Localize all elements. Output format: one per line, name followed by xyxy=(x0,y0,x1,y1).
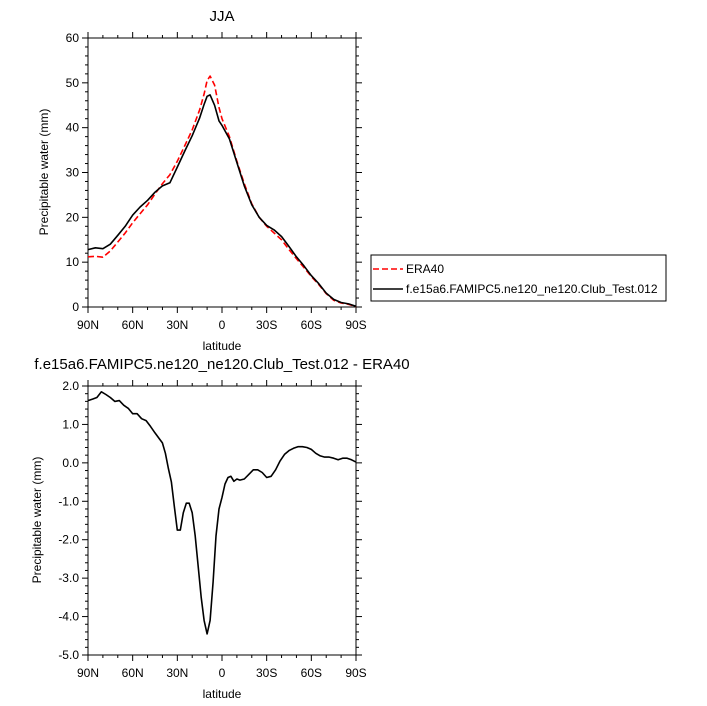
top-series-line-1 xyxy=(87,94,357,308)
legend-box xyxy=(370,254,667,302)
bottom-plot-frame xyxy=(87,385,357,656)
bottom-x-tick-label: 30S xyxy=(256,666,277,680)
top-chart-title: JJA xyxy=(209,8,234,25)
bottom-series-lines xyxy=(87,391,357,635)
legend-label-model: f.e15a6.FAMIPC5.ne120_ne120.Club_Test.01… xyxy=(406,282,658,296)
top-x-tick-label: 30S xyxy=(256,318,277,332)
bottom-y-tick-label: 0.0 xyxy=(62,456,79,470)
top-y-axis-label: Precipitable water (mm) xyxy=(37,109,51,236)
bottom-x-tick-label: 0 xyxy=(219,666,226,680)
bottom-series-line-0 xyxy=(87,391,357,635)
legend: ERA40 f.e15a6.FAMIPC5.ne120_ne120.Club_T… xyxy=(370,254,667,302)
top-y-tick-label: 20 xyxy=(66,210,80,224)
top-x-tick-label: 60S xyxy=(301,318,322,332)
top-axes: 90N 60N 30N 0 30S 60S 90S 0 10 20 30 40 50 60 xyxy=(66,31,367,332)
top-x-tick-label: 60N xyxy=(122,318,144,332)
bottom-x-tick-label: 90N xyxy=(77,666,99,680)
bottom-axes: 90N 60N 30N 0 30S 60S 90S 2.0 1.0 0.0 -1.0 -2.0 -3.0… xyxy=(58,379,366,680)
top-y-tick-label: 30 xyxy=(66,166,80,180)
bottom-x-tick-label: 30N xyxy=(166,666,188,680)
top-y-tick-label: 40 xyxy=(66,121,80,135)
bottom-x-tick-label: 60N xyxy=(122,666,144,680)
bottom-y-tick-label: -4.0 xyxy=(58,610,79,624)
top-x-tick-label: 90N xyxy=(77,318,99,332)
bottom-y-tick-label: -2.0 xyxy=(58,533,79,547)
top-x-axis-label: latitude xyxy=(203,339,242,353)
top-y-tick-label: 0 xyxy=(72,300,79,314)
bottom-y-tick-label: -5.0 xyxy=(58,648,79,662)
bottom-x-axis-label: latitude xyxy=(203,687,242,701)
top-series-line-0 xyxy=(87,75,357,308)
bottom-y-axis-label: Precipitable water (mm) xyxy=(30,457,44,584)
top-y-tick-label: 10 xyxy=(66,255,80,269)
top-plot-frame xyxy=(87,37,357,308)
top-panel: JJA 90N 60N 30N 0 30S 60S 90S 0 10 20 30 40 50 60 lat… xyxy=(37,8,367,353)
top-series-lines xyxy=(87,75,357,308)
bottom-y-tick-label: -1.0 xyxy=(58,494,79,508)
top-x-tick-label: 0 xyxy=(219,318,226,332)
top-y-tick-label: 50 xyxy=(66,76,80,90)
bottom-y-tick-label: -3.0 xyxy=(58,571,79,585)
bottom-y-tick-label: 2.0 xyxy=(62,379,79,393)
top-x-tick-label: 30N xyxy=(166,318,188,332)
top-x-tick-label: 90S xyxy=(345,318,366,332)
legend-label-era40: ERA40 xyxy=(406,262,444,276)
bottom-chart-title: f.e15a6.FAMIPC5.ne120_ne120.Club_Test.01… xyxy=(34,356,409,373)
bottom-x-tick-label: 60S xyxy=(301,666,322,680)
top-y-tick-label: 60 xyxy=(66,31,80,45)
bottom-y-tick-label: 1.0 xyxy=(62,417,79,431)
bottom-x-tick-label: 90S xyxy=(345,666,366,680)
bottom-panel: f.e15a6.FAMIPC5.ne120_ne120.Club_Test.01… xyxy=(30,356,410,701)
